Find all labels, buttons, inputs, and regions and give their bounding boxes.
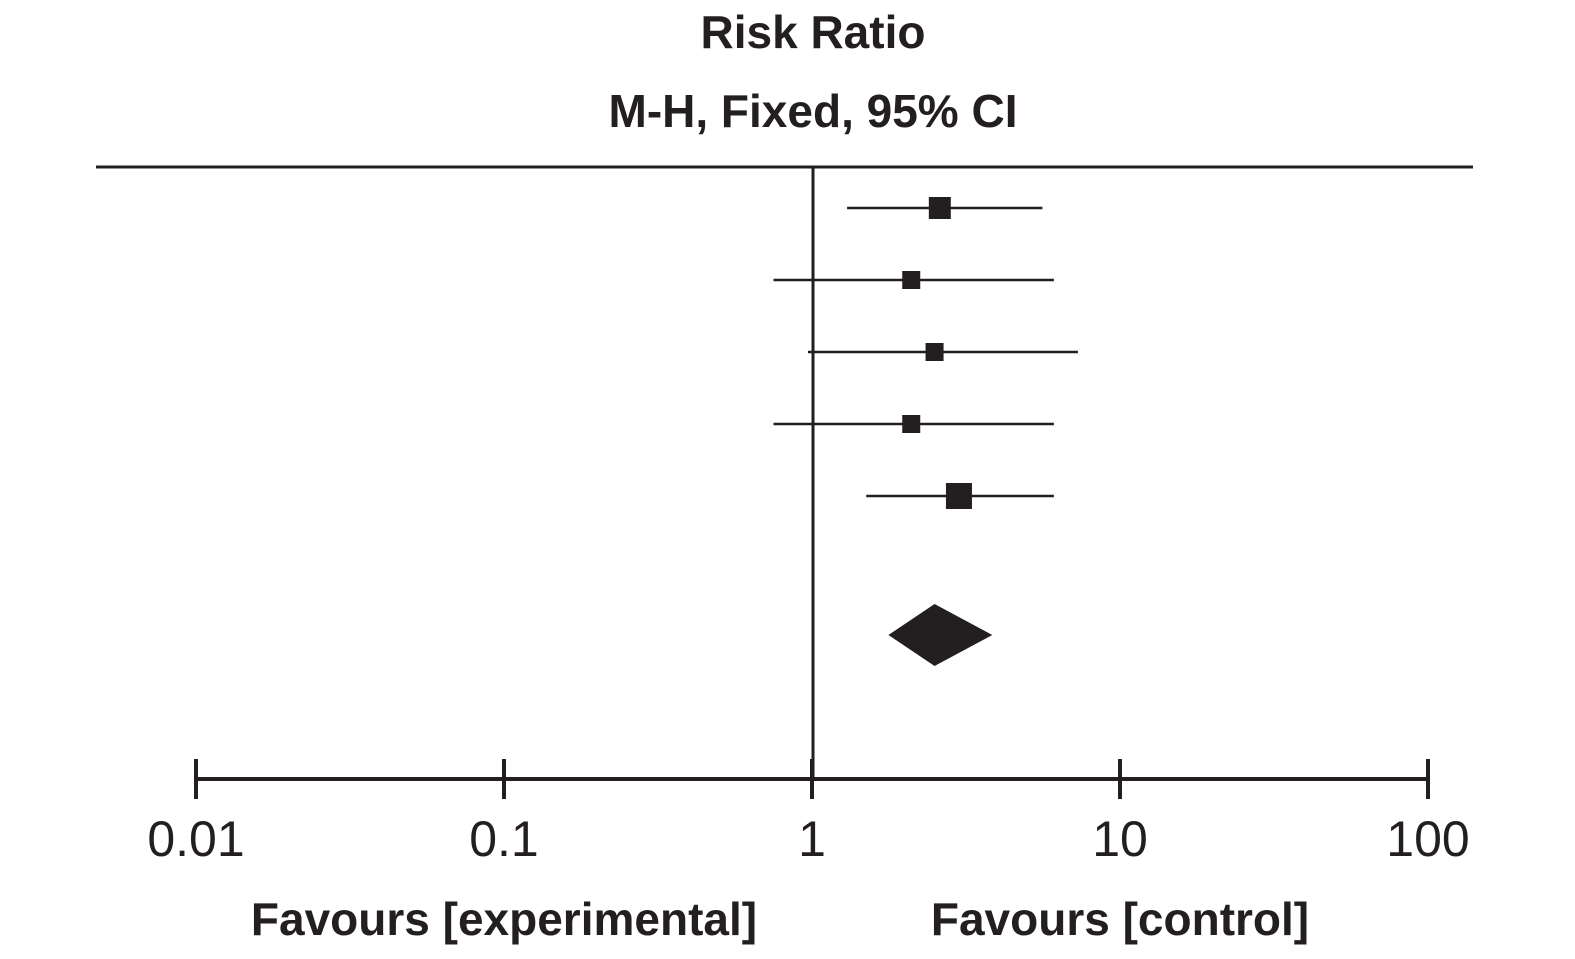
x-tick-label: 10 bbox=[1092, 811, 1148, 867]
pooled-estimate-diamond bbox=[888, 604, 993, 666]
point-estimate-square bbox=[902, 271, 921, 289]
study-row bbox=[847, 197, 1043, 219]
point-estimate-square bbox=[902, 415, 921, 433]
x-axis: 0.01 0.1 1 10 100 bbox=[147, 759, 1470, 867]
chart-title: Risk Ratio bbox=[701, 6, 926, 58]
x-tick-label: 0.01 bbox=[147, 811, 244, 867]
point-estimate-square bbox=[928, 197, 951, 219]
point-estimate-square bbox=[925, 343, 944, 361]
study-row bbox=[773, 271, 1054, 289]
study-row bbox=[866, 483, 1054, 509]
study-row bbox=[773, 415, 1054, 433]
x-tick-label: 1 bbox=[798, 811, 826, 867]
point-estimate-square bbox=[945, 483, 972, 509]
favours-left-label: Favours [experimental] bbox=[251, 893, 757, 945]
x-tick-label: 100 bbox=[1386, 811, 1469, 867]
study-row bbox=[807, 343, 1078, 361]
chart-subtitle: M-H, Fixed, 95% CI bbox=[609, 85, 1018, 137]
study-rows bbox=[773, 197, 1078, 509]
x-tick-label: 0.1 bbox=[469, 811, 539, 867]
favours-right-label: Favours [control] bbox=[931, 893, 1309, 945]
